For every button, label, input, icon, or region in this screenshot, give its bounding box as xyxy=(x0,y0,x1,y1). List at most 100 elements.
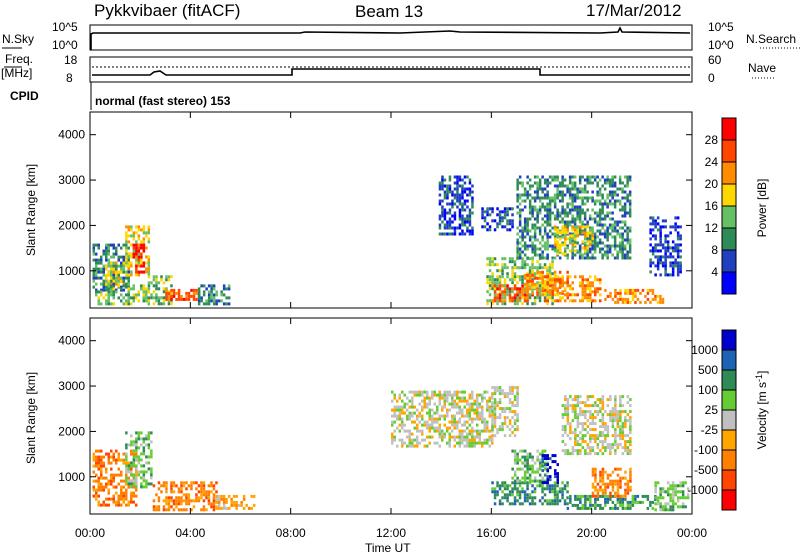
heatmap-cell xyxy=(150,440,153,444)
heatmap-cell xyxy=(553,217,557,221)
heatmap-cell xyxy=(393,429,396,433)
colorbar-swatch xyxy=(722,272,736,294)
heatmap-cell xyxy=(601,226,604,230)
heatmap-cell xyxy=(413,444,416,448)
heatmap-cell xyxy=(486,423,489,427)
heatmap-cell xyxy=(536,214,539,218)
heatmap-cell xyxy=(122,288,125,292)
heatmap-cell xyxy=(581,281,584,285)
heatmap-cell xyxy=(581,175,584,179)
heatmap-cell xyxy=(541,457,544,461)
heatmap-cell xyxy=(618,235,622,239)
heatmap-cell xyxy=(107,290,110,294)
heatmap-cell xyxy=(152,499,156,503)
heatmap-cell xyxy=(162,508,166,512)
heatmap-cell xyxy=(596,223,599,227)
heatmap-cell xyxy=(656,222,660,226)
heatmap-cell xyxy=(498,281,502,285)
heatmap-cell xyxy=(120,276,123,280)
heatmap-cell xyxy=(603,187,607,191)
heatmap-cell xyxy=(536,266,539,270)
heatmap-cell xyxy=(554,243,557,247)
heatmap-cell xyxy=(438,435,441,439)
heatmap-cell xyxy=(618,199,622,203)
heatmap-cell xyxy=(621,503,625,507)
heatmap-cell xyxy=(609,449,612,453)
heatmap-cell xyxy=(564,234,567,238)
heatmap-cell xyxy=(659,255,662,259)
heatmap-cell xyxy=(428,426,431,430)
heatmap-cell xyxy=(493,401,497,405)
heatmap-cell xyxy=(611,229,614,233)
heatmap-cell xyxy=(451,202,454,206)
heatmap-cell xyxy=(563,184,567,188)
heatmap-cell xyxy=(576,208,579,212)
heatmap-cell xyxy=(513,452,517,456)
heatmap-cell xyxy=(145,296,148,300)
heatmap-cell xyxy=(601,401,605,405)
heatmap-cell xyxy=(396,444,399,448)
heatmap-cell xyxy=(656,481,660,485)
heatmap-cell xyxy=(596,181,599,185)
heatmap-cell xyxy=(606,425,610,429)
heatmap-cell xyxy=(558,193,562,197)
heatmap-cell xyxy=(92,258,95,262)
heatmap-cell xyxy=(533,296,537,300)
heatmap-cell xyxy=(528,244,532,248)
heatmap-cell xyxy=(574,416,577,420)
heatmap-cell xyxy=(591,428,595,432)
heatmap-cell xyxy=(531,184,534,188)
heatmap-cell xyxy=(554,249,557,253)
heatmap-cell xyxy=(125,494,128,498)
heatmap-cell xyxy=(443,432,446,436)
heatmap-cell xyxy=(613,205,617,209)
heatmap-cell xyxy=(536,260,539,264)
heatmap-cell xyxy=(611,419,615,423)
heatmap-cell xyxy=(115,473,118,477)
heatmap-cell xyxy=(611,181,614,185)
heatmap-cell xyxy=(97,243,100,247)
heatmap-cell xyxy=(398,438,401,442)
heatmap-cell xyxy=(583,211,587,215)
heatmap-cell xyxy=(656,496,660,500)
heatmap-cell xyxy=(581,208,584,212)
heatmap-cell xyxy=(649,216,652,220)
heatmap-cell xyxy=(503,422,507,426)
heatmap-cell xyxy=(523,244,527,248)
heatmap-cell xyxy=(674,484,677,488)
heatmap-cell xyxy=(95,464,98,468)
heatmap-cell xyxy=(498,222,502,226)
heatmap-cell xyxy=(513,266,517,270)
heatmap-cell xyxy=(426,396,429,400)
heatmap-cell xyxy=(155,293,158,297)
heatmap-cell xyxy=(649,300,652,304)
heatmap-cell xyxy=(503,493,507,497)
heatmap-cell xyxy=(596,199,599,203)
heatmap-cell xyxy=(569,240,572,244)
heatmap-cell xyxy=(122,500,125,504)
heatmap-cell xyxy=(142,476,146,480)
heatmap-cell xyxy=(526,464,529,468)
heatmap-cell xyxy=(561,181,564,185)
heatmap-cell xyxy=(212,505,216,509)
heatmap-cell xyxy=(481,213,484,217)
heatmap-cell xyxy=(679,255,682,259)
heatmap-cell xyxy=(608,223,612,227)
heatmap-cell xyxy=(110,243,113,247)
heatmap-cell xyxy=(589,284,592,288)
heatmap-cell xyxy=(145,270,148,274)
heatmap-cell xyxy=(618,175,622,179)
heatmap-cell xyxy=(666,255,670,259)
heatmap-cell xyxy=(488,429,491,433)
heatmap-cell xyxy=(609,497,612,501)
heatmap-cell xyxy=(511,278,514,282)
heatmap-cell xyxy=(649,228,652,232)
heatmap-cell xyxy=(543,205,547,209)
heatmap-cell xyxy=(493,293,497,297)
heatmap-cell xyxy=(501,269,504,273)
heatmap-cell xyxy=(155,296,158,300)
heatmap-cell xyxy=(468,232,472,236)
heatmap-cell xyxy=(491,392,494,396)
heatmap-cell xyxy=(97,467,100,471)
heatmap-cell xyxy=(458,184,462,188)
